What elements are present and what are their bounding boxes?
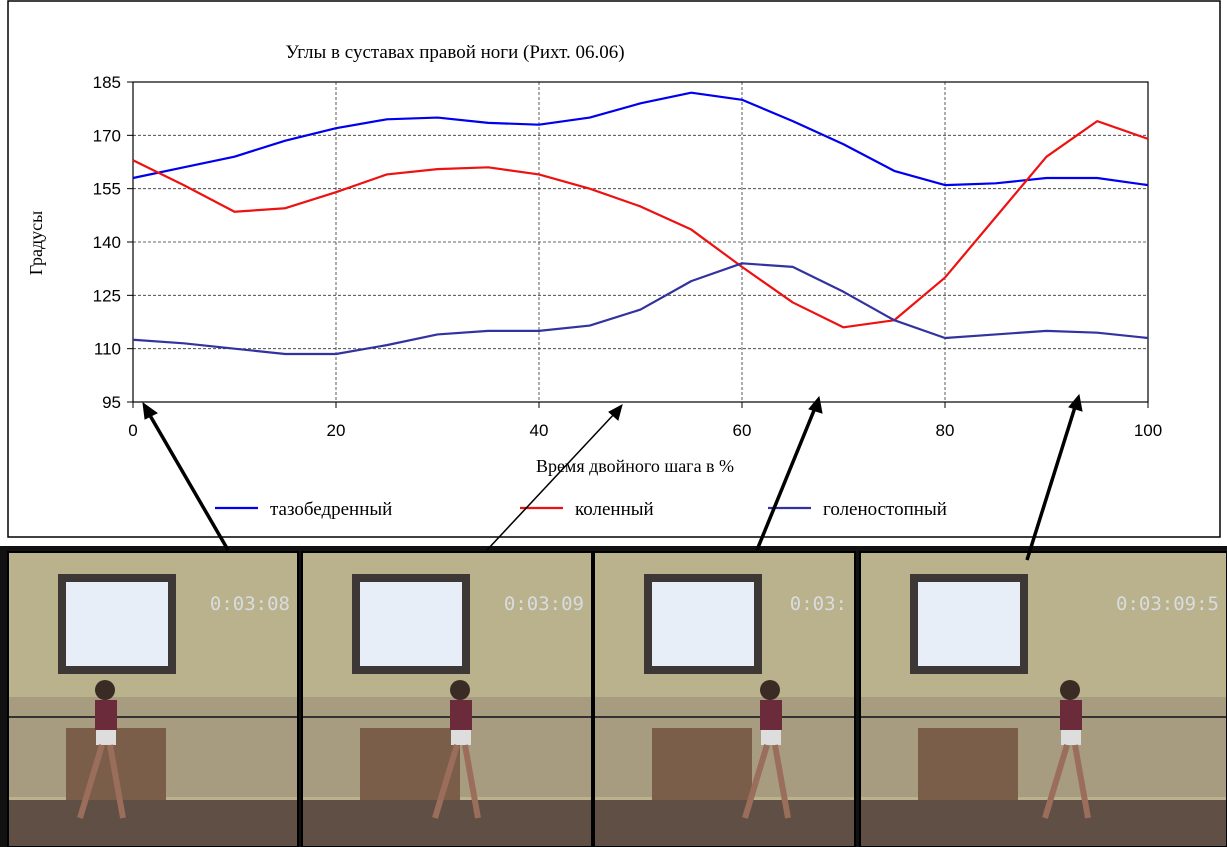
head (1060, 680, 1080, 700)
y-tick-label: 155 (93, 180, 121, 199)
timestamp: 0:03:09:5 (1116, 593, 1219, 615)
y-tick-label: 95 (102, 393, 121, 412)
y-axis-label: Градусы (26, 211, 46, 276)
shorts (1061, 730, 1081, 745)
window (360, 582, 462, 666)
page: Углы в суставах правой ноги (Рихт. 06.06… (0, 0, 1227, 847)
torso (450, 700, 472, 730)
shorts (451, 730, 471, 745)
timestamp: 0:03:09 (504, 593, 584, 615)
door (652, 728, 752, 803)
window (918, 582, 1020, 666)
x-tick-label: 0 (128, 421, 137, 440)
floor (594, 800, 855, 847)
window (66, 582, 168, 666)
head (760, 680, 780, 700)
video-frame: 0:03: (594, 552, 855, 847)
timestamp: 0:03: (790, 593, 847, 615)
chart-title: Углы в суставах правой ноги (Рихт. 06.06… (285, 42, 624, 63)
floor (860, 800, 1227, 847)
y-tick-label: 110 (94, 340, 121, 359)
head (450, 680, 470, 700)
video-frame: 0:03:08 (8, 552, 298, 847)
y-tick-label: 125 (93, 286, 121, 305)
x-tick-label: 60 (733, 421, 752, 440)
x-tick-label: 40 (530, 421, 549, 440)
x-tick-label: 80 (936, 421, 955, 440)
shorts (96, 730, 116, 745)
torso (760, 700, 782, 730)
video-frame: 0:03:09:5 (860, 552, 1227, 847)
torso (95, 700, 117, 730)
x-tick-label: 20 (327, 421, 346, 440)
timestamp: 0:03:08 (210, 593, 290, 615)
shorts (761, 730, 781, 745)
door (918, 728, 1018, 803)
y-tick-label: 140 (93, 233, 121, 252)
y-tick-label: 185 (93, 73, 121, 92)
video-frame: 0:03:09 (302, 552, 592, 847)
floor (302, 800, 592, 847)
legend-label: голеностопный (823, 499, 947, 520)
head (95, 680, 115, 700)
legend-label: коленный (575, 499, 654, 520)
y-tick-label: 170 (93, 126, 121, 145)
torso (1060, 700, 1082, 730)
legend-label: тазобедренный (270, 499, 392, 520)
wall-band (860, 697, 1227, 797)
video-strip: 0:03:08 0:03:09 0:03: 0:03:09:5 (0, 546, 1227, 847)
figure: Углы в суставах правой ноги (Рихт. 06.06… (0, 0, 1227, 847)
window (652, 582, 754, 666)
floor (8, 800, 298, 847)
x-tick-label: 100 (1134, 421, 1162, 440)
